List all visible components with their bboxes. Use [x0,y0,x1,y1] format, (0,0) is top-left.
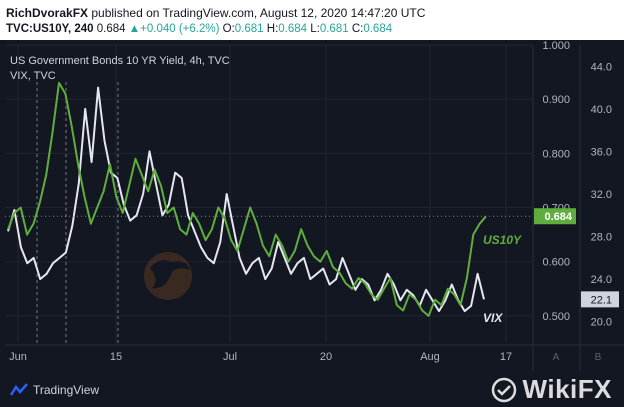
right-axis[interactable]: 44.0 40.0 36.0 32.0 28.0 24.0 20.0 [591,61,612,328]
wikifx-logo-icon [491,377,516,402]
symbol-name: TVC:US10Y, 240 [6,23,94,35]
scale-button-a[interactable]: A [553,352,560,363]
us10y-last-badge [534,208,576,225]
left-axis-tick-label: 0.800 [542,148,570,160]
x-axis[interactable]: Jun 15 Jul 20 Aug 17 A B [9,351,602,363]
low-value: 0.681 [319,23,349,35]
close-value: 0.684 [363,23,393,35]
legend-series1: US Government Bonds 10 YR Yield, 4h, TVC [10,55,230,67]
footer: TradingView WikiFX [0,372,624,407]
x-axis-tick-label: 15 [110,351,122,363]
scale-button-b[interactable]: B [595,352,602,363]
x-axis-tick-label: Aug [420,351,440,363]
open-label: O: [222,23,235,35]
left-axis-tick-label: 1.000 [542,40,570,52]
chart[interactable]: US Government Bonds 10 YR Yield, 4h, TVC… [0,0,624,372]
left-axis-tick-label: 0.600 [542,257,570,269]
right-axis-tick-label: 40.0 [591,104,612,116]
series-line-us10y [7,81,487,317]
x-axis-tick-label: Jul [223,351,237,363]
publish-line: RichDvorakFX published on TradingView.co… [6,6,425,20]
right-axis-tick-label: 20.0 [591,317,612,329]
last-value-badges: 0.684 22.1 [534,208,619,308]
bull-watermark-icon [144,252,192,300]
us10y-last-value: 0.684 [544,211,572,223]
session-lines [36,82,119,343]
publish-header: RichDvorakFX published on TradingView.co… [0,0,624,40]
author-name[interactable]: RichDvorakFX [6,6,89,20]
wikifx-text: WikiFX [522,374,612,404]
left-axis-tick-label: 0.900 [542,94,570,106]
high-label: H: [266,23,279,35]
low-label: L: [310,23,320,35]
triangle-up-icon: ▲ [128,23,141,35]
symbol-line: TVC:US10Y, 240 0.684 ▲+0.040 (+6.2%) O:0… [6,23,392,35]
last-price: 0.684 [96,23,126,35]
close-label: C: [351,23,364,35]
right-axis-tick-label: 28.0 [591,232,612,244]
open-value: 0.681 [234,23,264,35]
wikifx-watermark: WikiFX [491,374,612,405]
tradingview-logo[interactable]: TradingView [10,380,99,400]
vix-last-value: 22.1 [591,294,612,306]
chart-background [0,40,624,372]
publish-info: published on TradingView.com, August 12,… [88,6,426,20]
tradingview-brand: TradingView [33,383,100,397]
right-axis-tick-label: 32.0 [591,189,612,201]
price-change: +0.040 (+6.2%) [140,23,220,35]
x-axis-tick-label: Jun [9,351,27,363]
annotation-vix: VIX [483,311,503,325]
x-axis-tick-label: 20 [320,351,332,363]
x-axis-tick-label: 17 [500,351,512,363]
high-value: 0.684 [278,23,308,35]
legend-series2: VIX, TVC [10,70,56,82]
right-axis-tick-label: 36.0 [591,146,612,158]
right-axis-tick-label: 44.0 [591,61,612,73]
series-line-vix [7,86,485,313]
right-axis-tick-label: 24.0 [591,274,612,286]
tradingview-logo-icon [10,383,28,396]
left-axis-tick-label: 0.500 [542,311,570,323]
series-lines [5,81,532,317]
annotation-us10y: US10Y [483,233,522,247]
vix-last-badge [581,291,619,308]
